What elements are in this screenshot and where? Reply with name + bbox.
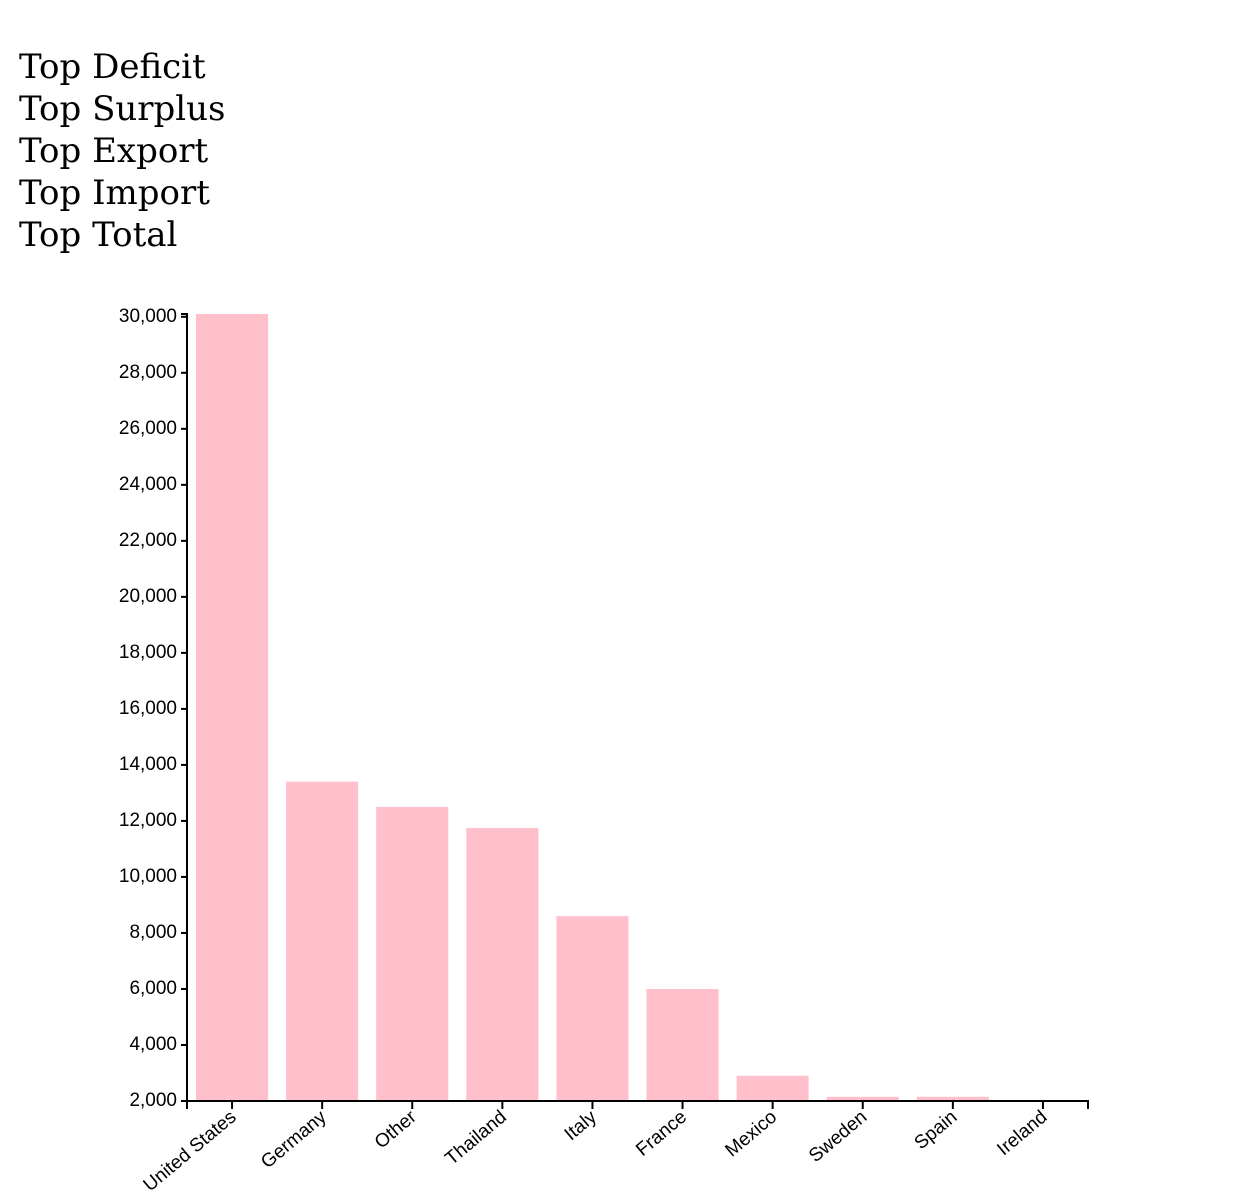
menu-item-top-total[interactable]: Top Total xyxy=(19,215,178,255)
bar-united-states[interactable] xyxy=(196,314,269,1101)
bar-italy[interactable] xyxy=(556,916,629,1101)
menu-item-top-import[interactable]: Top Import xyxy=(19,173,210,213)
bar-thailand[interactable] xyxy=(466,827,539,1101)
y-tick-label: 18,000 xyxy=(119,642,177,663)
bar-sweden[interactable] xyxy=(826,1096,899,1101)
metric-menu: Top Deficit Top Surplus Top Export Top I… xyxy=(19,46,226,256)
x-tick-label-sweden: Sweden xyxy=(805,1107,871,1167)
x-tick-label-france: France xyxy=(632,1107,691,1161)
x-tick-label-other: Other xyxy=(371,1106,421,1153)
x-tick-label-italy: Italy xyxy=(561,1106,602,1145)
y-tick-label: 24,000 xyxy=(119,474,177,495)
x-tick-label-mexico: Mexico xyxy=(721,1107,781,1162)
menu-item-top-deficit[interactable]: Top Deficit xyxy=(19,47,206,87)
bar-spain[interactable] xyxy=(916,1096,989,1101)
y-tick-label: 8,000 xyxy=(129,922,177,943)
y-axis-line xyxy=(181,313,188,1102)
y-tick-label: 16,000 xyxy=(119,698,177,719)
y-tick-label: 2,000 xyxy=(129,1090,177,1111)
y-tick-label: 22,000 xyxy=(119,530,177,551)
menu-item-top-export[interactable]: Top Export xyxy=(19,131,209,171)
bars-group xyxy=(196,314,989,1101)
bar-france[interactable] xyxy=(646,988,719,1101)
y-tick-label: 28,000 xyxy=(119,362,177,383)
x-axis-line xyxy=(186,1100,1089,1109)
x-tick-label-germany: Germany xyxy=(257,1106,331,1173)
y-tick-label: 14,000 xyxy=(119,754,177,775)
y-tick-label: 12,000 xyxy=(119,810,177,831)
y-tick-label: 10,000 xyxy=(119,866,177,887)
bar-germany[interactable] xyxy=(286,781,359,1101)
y-tick-label: 6,000 xyxy=(129,978,177,999)
y-tick-label: 20,000 xyxy=(119,586,177,607)
bar-mexico[interactable] xyxy=(736,1075,809,1101)
y-tick-label: 4,000 xyxy=(129,1034,177,1055)
y-tick-label: 26,000 xyxy=(119,418,177,439)
menu-item-top-surplus[interactable]: Top Surplus xyxy=(19,89,226,129)
x-tick-label-thailand: Thailand xyxy=(441,1107,510,1170)
bar-other[interactable] xyxy=(376,806,449,1101)
y-axis: 2,000 4,000 6,000 8,000 10,000 12,000 14,000 16… xyxy=(119,306,188,1111)
x-tick-label-spain: Spain xyxy=(911,1107,962,1154)
x-tick-label-united-states: United States xyxy=(140,1107,241,1196)
x-axis: United States Germany Other Thailand Italy Fr… xyxy=(140,1100,1089,1196)
x-tick-label-ireland: Ireland xyxy=(993,1107,1051,1160)
y-tick-label: 30,000 xyxy=(119,306,177,327)
